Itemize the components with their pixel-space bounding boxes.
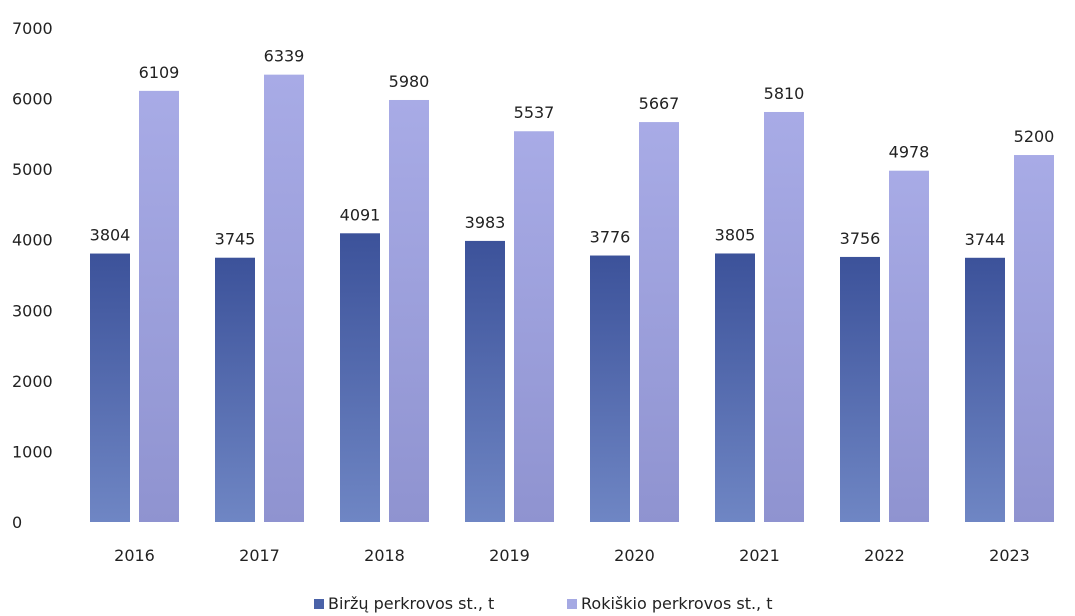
data-label: 3983 — [465, 213, 506, 232]
bar-birzu-2017 — [215, 257, 255, 522]
y-tick-label: 2000 — [12, 372, 53, 391]
x-tick-label: 2022 — [864, 546, 905, 565]
x-tick-label: 2017 — [239, 546, 280, 565]
bar-birzu-2020 — [590, 255, 630, 523]
bar-rokiskio-2017 — [264, 74, 304, 523]
data-label: 4091 — [340, 205, 381, 224]
x-tick-label: 2021 — [739, 546, 780, 565]
data-label: 5810 — [764, 84, 805, 103]
data-label: 6109 — [139, 63, 180, 82]
bar-rokiskio-2021 — [764, 111, 804, 522]
bar-birzu-2016 — [90, 253, 130, 523]
bar-rokiskio-2016 — [139, 90, 179, 522]
data-label: 3804 — [90, 226, 131, 245]
legend: Biržų perkrovos st., t Rokiškio perkrovos… — [314, 594, 773, 613]
data-label: 5200 — [1014, 127, 1055, 146]
bar-birzu-2019 — [465, 240, 505, 522]
legend-label: Biržų perkrovos st., t — [328, 594, 494, 613]
x-tick-label: 2019 — [489, 546, 530, 565]
y-tick-label: 1000 — [12, 442, 53, 461]
data-label: 5667 — [639, 94, 680, 113]
bar-birzu-2022 — [840, 256, 880, 522]
data-labels: 3804 6109 3745 6339 4091 5980 3983 5537 3776 5667… — [90, 47, 1055, 249]
bar-rokiskio-2023 — [1014, 155, 1054, 522]
bar-rokiskio-2019 — [514, 131, 554, 522]
y-tick-label: 3000 — [12, 301, 53, 320]
bar-rokiskio-2020 — [639, 122, 679, 522]
legend-item: Biržų perkrovos st., t — [314, 594, 494, 613]
x-tick-label: 2023 — [989, 546, 1030, 565]
data-label: 3756 — [840, 229, 881, 248]
data-label: 3745 — [215, 230, 256, 249]
x-tick-label: 2016 — [114, 546, 155, 565]
y-tick-label: 6000 — [12, 90, 53, 109]
legend-label: Rokiškio perkrovos st., t — [581, 594, 773, 613]
x-axis: 2016 2017 2018 2019 2020 2021 2022 2023 — [114, 546, 1030, 565]
bar-birzu-2018 — [340, 233, 380, 522]
y-axis: 0 1000 2000 3000 4000 5000 6000 7000 — [12, 19, 53, 532]
bar-rokiskio-2018 — [389, 99, 429, 523]
bar-birzu-2023 — [965, 257, 1005, 522]
y-tick-label: 7000 — [12, 19, 53, 38]
data-label: 5980 — [389, 72, 430, 91]
y-tick-label: 4000 — [12, 231, 53, 250]
data-label: 4978 — [889, 143, 930, 162]
x-tick-label: 2018 — [364, 546, 405, 565]
data-label: 3805 — [715, 225, 756, 244]
data-label: 3776 — [590, 228, 631, 247]
y-tick-label: 5000 — [12, 160, 53, 179]
legend-item: Rokiškio perkrovos st., t — [567, 594, 773, 613]
data-label: 5537 — [514, 103, 555, 122]
data-label: 6339 — [264, 47, 305, 66]
legend-swatch — [567, 599, 577, 609]
data-label: 3744 — [965, 230, 1006, 249]
legend-swatch — [314, 599, 324, 609]
bar-birzu-2021 — [715, 253, 755, 522]
x-tick-label: 2020 — [614, 546, 655, 565]
y-tick-label: 0 — [12, 513, 22, 532]
bars — [90, 74, 1054, 523]
bar-rokiskio-2022 — [889, 170, 929, 522]
